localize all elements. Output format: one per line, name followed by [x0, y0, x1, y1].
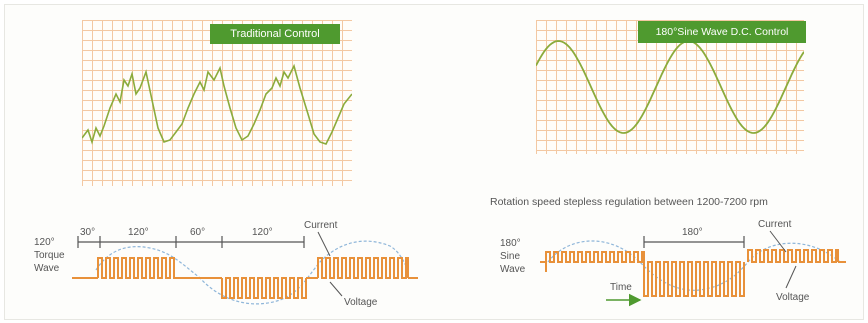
- sine-pulse-negative: [643, 261, 745, 297]
- voltage-label-right: Voltage: [776, 292, 810, 303]
- voltage-label-left: Voltage: [344, 297, 378, 308]
- rotation-speed-caption: Rotation speed stepless regulation betwe…: [490, 196, 768, 208]
- interval-60: 60°: [190, 227, 205, 238]
- current-dashed-curve-right: [547, 240, 841, 291]
- sine-pulse-positive-2: [747, 249, 839, 263]
- torque-wave-label-line3: Wave: [34, 263, 60, 274]
- time-label: Time: [610, 282, 632, 293]
- interval-180: 180°: [682, 227, 703, 238]
- pulse-train-positive-2: [317, 257, 409, 279]
- scope-grid: [82, 20, 352, 186]
- pulse-train-negative: [221, 277, 307, 299]
- sine-wave-diagram: 180° Sine Wave 180° Current Voltage Time: [500, 219, 846, 307]
- sine-wave-label-line1: 180°: [500, 238, 521, 249]
- traditional-control-badge: Traditional Control: [210, 24, 340, 44]
- interval-scale-180: [643, 236, 745, 248]
- interval-120-b: 120°: [252, 227, 273, 238]
- current-label-left: Current: [304, 220, 338, 231]
- sine-wave-label-line2: Sine: [500, 251, 520, 262]
- torque-wave-label-line2: Torque: [34, 250, 65, 261]
- torque-wave-label-line1: 120°: [34, 237, 55, 248]
- current-label-right: Current: [758, 219, 792, 230]
- torque-wave-diagram: 120° Torque Wave 30° 120° 60° 120° Curre…: [34, 220, 418, 308]
- current-dashed-curve: [95, 240, 409, 305]
- interval-scale: [77, 236, 305, 248]
- sine-wave-label-line3: Wave: [500, 264, 526, 275]
- traditional-control-trace: [82, 63, 352, 145]
- interval-120-a: 120°: [128, 227, 149, 238]
- sine-pulse-positive-1: [545, 251, 645, 272]
- sine-wave-trace: [536, 40, 804, 134]
- pulse-train-positive-1: [97, 257, 178, 279]
- interval-30: 30°: [80, 227, 95, 238]
- sine-wave-control-badge: 180°Sine Wave D.C. Control: [638, 21, 806, 43]
- traditional-control-scope: [82, 20, 352, 186]
